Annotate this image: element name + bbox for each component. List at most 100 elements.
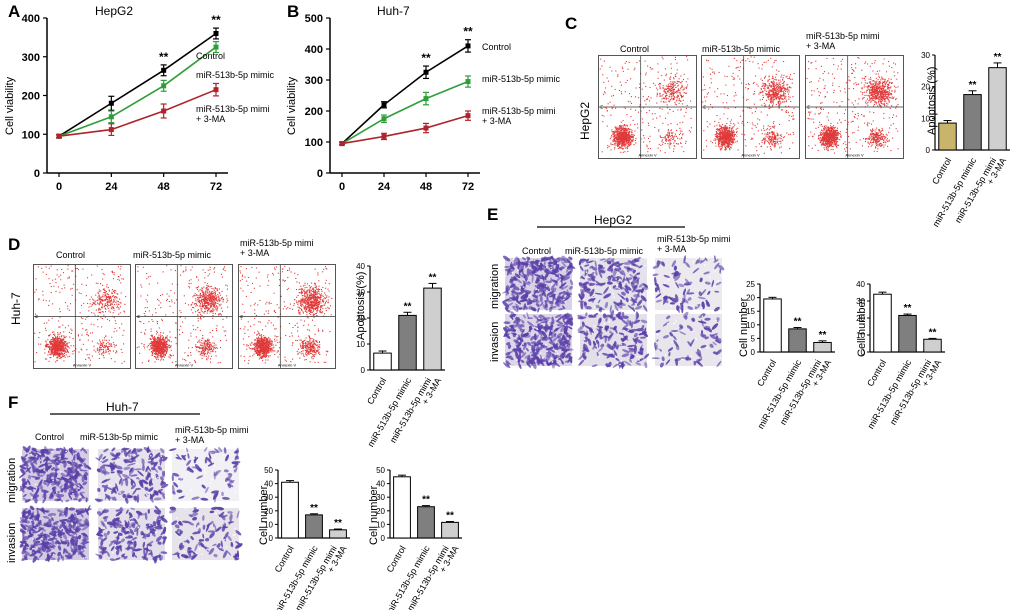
- chart-F2-ytick-label: 10: [376, 520, 385, 529]
- chart-F2-sig: **: [422, 495, 430, 506]
- chart-F1-xlabel: Control: [273, 544, 296, 574]
- chart-A-series-line: [58, 46, 217, 137]
- chart-A-point: [161, 67, 167, 73]
- chart-B-point: [465, 113, 471, 119]
- micrograph-f-invasion-mimic: [95, 505, 168, 564]
- flow-dot-cloud: [599, 56, 692, 154]
- panel-d-col-3ma-1: miR-513b-5p mimi: [240, 238, 314, 248]
- chart-A-point: [213, 31, 219, 36]
- chart-F2-sig: **: [446, 511, 454, 522]
- chart-F1-ytick-label: 0: [269, 534, 274, 543]
- chart-F1-bar: [281, 481, 299, 539]
- chart-A-point: [213, 87, 219, 93]
- stained-cells: [652, 255, 725, 314]
- chart-A-point: [56, 133, 62, 139]
- chart-D-ytick-label: 10: [356, 340, 365, 349]
- chart-A-xtick-label: 24: [105, 181, 118, 193]
- flow-plot-d-control: Annexin V PI: [33, 264, 131, 369]
- chart-E2-ytick-label: 40: [856, 280, 865, 289]
- chart-A-xtick-label: 0: [56, 181, 62, 193]
- chart-F2-ytick-label: 50: [376, 466, 385, 475]
- chart-D-bar: [398, 314, 417, 371]
- chart-b: 0 100 200 300 400 500 0 24 48 72 ** **: [305, 13, 480, 193]
- chart-b-legend-control: Control: [482, 42, 512, 52]
- chart-E2-bar: [923, 338, 942, 353]
- chart-B-series-line: [341, 45, 469, 145]
- chart-C-bar: [988, 67, 1007, 151]
- micrograph-f-migration-control: [18, 445, 92, 504]
- panel-c-col-mimic: miR-513b-5p mimic: [702, 44, 781, 54]
- flow-dots: Annexin V PI: [702, 56, 799, 158]
- micrograph-texture: [577, 309, 650, 370]
- chart-F2-bar: [393, 476, 411, 539]
- chart-B-point: [381, 116, 387, 122]
- panel-e-col-control: Control: [522, 246, 552, 256]
- chart-B-xtick-label: 72: [462, 181, 474, 193]
- chart-B-point: [381, 102, 387, 108]
- chart-D-ytick-label: 30: [356, 288, 365, 297]
- chart-F1-ytick-label: 20: [264, 507, 273, 516]
- chart-E1-ytick-label: 0: [751, 348, 756, 357]
- chart-A-ytick-label: 200: [22, 91, 40, 103]
- chart-B-point: [339, 141, 345, 147]
- panel-letter-c: C: [565, 14, 578, 33]
- chart-E1-ytick-label: 25: [746, 280, 755, 289]
- flow-plot-c-3ma: Annexin V PI: [805, 55, 904, 159]
- chart-E2-sig: **: [929, 327, 937, 338]
- chart-a-legend-3ma-2: + 3-MA: [196, 114, 226, 124]
- panel-f-col-3ma-2: + 3-MA: [175, 435, 205, 445]
- panel-letter-e: E: [487, 205, 499, 224]
- chart-B-series-line: [341, 80, 469, 145]
- chart-E1-bar: [813, 341, 832, 353]
- micrograph-texture: [652, 255, 725, 314]
- micrograph-f-migration-3ma: [169, 446, 241, 503]
- chart-C-xlabel: Control: [930, 156, 953, 186]
- chart-B-point: [465, 79, 471, 85]
- chart-E1-ytick-label: 20: [746, 294, 755, 303]
- micrograph-f-invasion-control: [19, 504, 92, 563]
- chart-F1-ytick-label: 30: [264, 493, 273, 502]
- micrograph-texture: [19, 504, 92, 563]
- chart-E1-ytick-label: 15: [746, 307, 755, 316]
- flow-dot-cloud: [136, 265, 229, 364]
- chart-b-legend-mimic: miR-513b-5p mimic: [482, 74, 561, 84]
- micrograph-f-invasion-3ma: [168, 506, 243, 561]
- chart-A-ytick-label: 100: [22, 129, 40, 141]
- flow-xaxis-label: Annexin V: [73, 363, 92, 368]
- panel-letter-b: B: [287, 2, 300, 21]
- chart-B-point: [423, 96, 429, 102]
- chart-F1-bar: [305, 514, 323, 539]
- micrograph-texture: [503, 311, 574, 370]
- chart-F2-ytick-label: 40: [376, 480, 385, 489]
- flow-yaxis-label: PI: [806, 105, 811, 109]
- chart-E2-ytick-label: 20: [856, 314, 865, 323]
- chart-D-ytick-label: 40: [356, 262, 365, 271]
- chart-a-legend-mimic: miR-513b-5p mimic: [196, 70, 275, 80]
- stained-cells: [169, 446, 241, 503]
- chart-D-bar: [373, 352, 392, 371]
- micrograph-e-migration-3ma: [652, 255, 725, 314]
- stained-cells: [577, 309, 650, 370]
- flow-xaxis-label: Annexin V: [278, 363, 297, 368]
- panel-f-header: Huh-7: [106, 400, 139, 414]
- chart-B-point: [423, 125, 429, 131]
- chart-B-sig: **: [463, 25, 473, 39]
- flow-plot-c-mimic: Annexin V PI: [701, 55, 800, 159]
- chart-B-sig: **: [421, 51, 431, 65]
- flow-xaxis-label: Annexin V: [638, 153, 657, 158]
- chart-A-series-line: [58, 88, 217, 137]
- flow-dot-cloud: [239, 265, 333, 364]
- chart-F1-ytick-label: 10: [264, 520, 273, 529]
- flow-dot-cloud: [34, 265, 127, 364]
- chart-B-ytick-label: 400: [305, 44, 323, 56]
- chart-E2-xlabel: Control: [865, 358, 888, 388]
- chart-A-point: [108, 100, 114, 106]
- chart-E2-ytick-label: 10: [856, 331, 865, 340]
- micrograph-e-migration-mimic: [577, 256, 649, 314]
